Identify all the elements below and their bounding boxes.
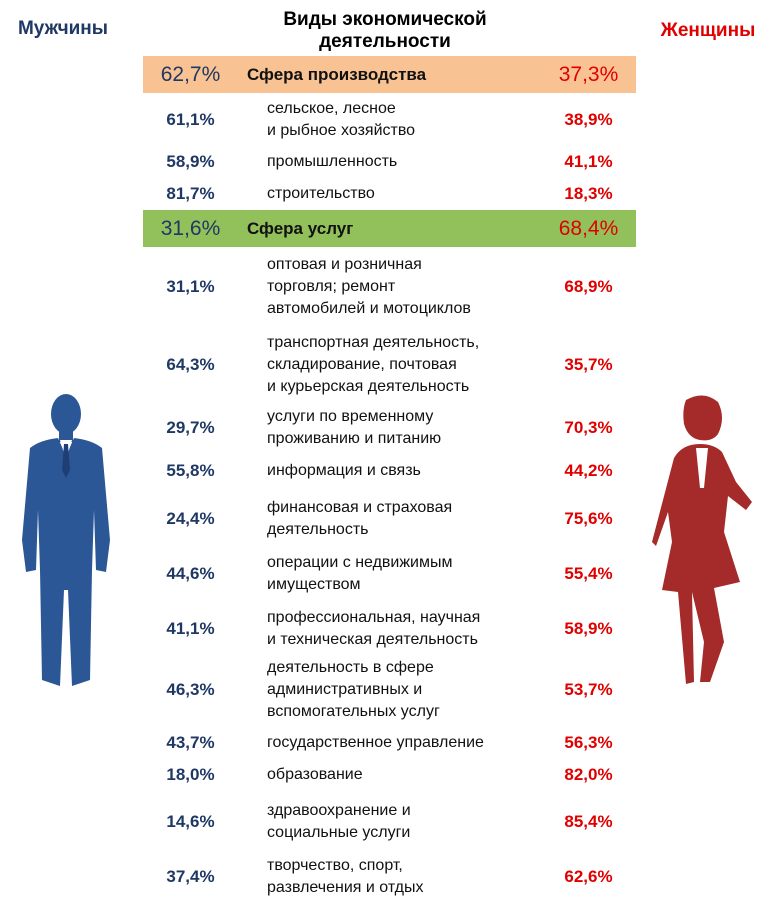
men-column-label: Мужчины [17,18,109,39]
women-percent: 37,3% [558,62,619,86]
men-percent: 58,9% [166,152,215,171]
table-row: 81,7% строительство 18,3% [143,179,636,209]
table-row: 58,9% промышленность 41,1% [143,147,636,177]
category-label: промышленность [267,153,398,170]
women-percent: 68,9% [564,277,613,296]
table-row: 24,4% финансовая и страховая деятельность 7… [143,493,636,545]
women-percent: 85,4% [564,812,613,831]
men-percent: 18,0% [166,765,215,784]
men-percent: 64,3% [166,355,215,374]
category-label: творчество, спорт, развлечения и отдых [267,857,424,896]
men-percent: 62,7% [160,62,221,86]
category-label: строительство [267,185,375,202]
men-percent: 37,4% [166,867,215,886]
category-label: профессиональная, научная и техническая д… [267,609,481,648]
category-label: транспортная деятельность, складирование,… [267,334,480,395]
women-percent: 56,3% [564,733,613,752]
women-percent: 35,7% [564,355,613,374]
sector-row: 62,7% Сфера производства 37,3% [143,56,636,93]
men-percent: 81,7% [166,184,215,203]
women-percent: 75,6% [564,509,613,528]
man-silhouette-icon [22,394,110,686]
women-percent: 38,9% [564,110,613,129]
women-percent: 18,3% [564,184,613,203]
table-row: 29,7% услуги по временному проживанию и пи… [143,402,636,454]
sector-label: Сфера производства [247,64,427,84]
category-label: оптовая и розничная торговля; ремонт автом… [267,256,471,317]
category-label: сельское, лесное и рыбное хозяйство [267,100,416,139]
category-label: информация и связь [267,462,421,479]
table-row: 55,8% информация и связь 44,2% [143,456,636,486]
men-percent: 61,1% [166,110,215,129]
women-percent: 55,4% [564,564,613,583]
men-percent: 31,6% [160,216,221,240]
table-row: 18,0% образование 82,0% [143,760,636,790]
page-title: Виды экономической деятельности [283,9,487,52]
women-percent: 68,4% [558,216,619,240]
men-percent: 41,1% [166,619,215,638]
women-percent: 53,7% [564,680,613,699]
men-percent: 55,8% [166,461,215,480]
women-percent: 58,9% [564,619,613,638]
category-label: деятельность в сфере административных и вс… [267,659,440,720]
women-percent: 82,0% [564,765,613,784]
table-row: 64,3% транспортная деятельность, складиров… [143,330,636,400]
table-row: 61,1% сельское, лесное и рыбное хозяйство 3… [143,94,636,146]
women-percent: 62,6% [564,867,613,886]
category-label: здравоохранение и социальные услуги [267,802,411,841]
table-row: 31,1% оптовая и розничная торговля; ремонт… [143,252,636,322]
sector-label: Сфера услуг [247,218,354,238]
table-row: 43,7% государственное управление 56,3% [143,728,636,758]
men-percent: 24,4% [166,509,215,528]
men-percent: 46,3% [166,680,215,699]
women-percent: 44,2% [564,461,613,480]
category-label: услуги по временному проживанию и питанию [267,408,442,447]
table-row: 14,6% здравоохранение и социальные услуги 8… [143,796,636,848]
men-percent: 31,1% [166,277,215,296]
category-label: образование [267,766,363,783]
table-row: 41,1% профессиональная, научная и техничес… [143,603,636,655]
men-percent: 44,6% [166,564,215,583]
men-percent: 43,7% [166,733,215,752]
table-row: 37,4% творчество, спорт, развлечения и отд… [143,851,636,903]
table-row: 44,6% операции с недвижимым имуществом 55,4… [143,548,636,600]
women-percent: 70,3% [564,418,613,437]
women-column-label: Женщины [660,20,756,41]
men-percent: 29,7% [166,418,215,437]
category-label: операции с недвижимым имуществом [267,554,453,593]
category-label: финансовая и страховая деятельность [267,499,453,538]
sector-row: 31,6% Сфера услуг 68,4% [143,210,636,247]
category-label: государственное управление [267,734,484,751]
table-row: 46,3% деятельность в сфере административны… [143,655,636,725]
women-percent: 41,1% [564,152,613,171]
men-percent: 14,6% [166,812,215,831]
woman-silhouette-icon [652,395,752,684]
